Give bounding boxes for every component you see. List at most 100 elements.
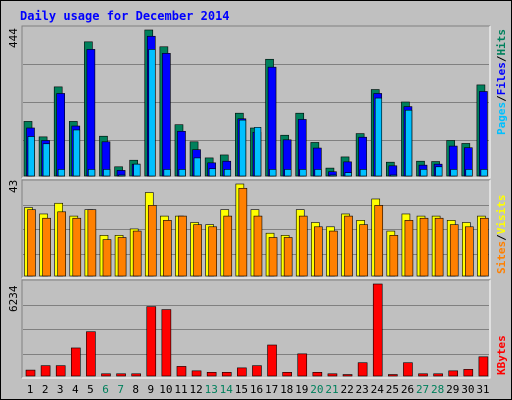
visits-bars <box>24 183 489 277</box>
bar-kbytes-day-8 <box>131 373 141 377</box>
x-tick-label: 16 <box>250 383 263 396</box>
bar-kbytes-day-20 <box>312 372 323 377</box>
bar-files-day-3 <box>56 93 65 177</box>
bar-sites-day-14 <box>223 215 233 277</box>
bar-pages-day-26 <box>405 109 413 177</box>
x-tick-label: 19 <box>295 383 308 396</box>
bar-kbytes-day-3 <box>55 365 66 377</box>
legend-visits: Visits <box>495 195 508 235</box>
bar-kbytes-day-19 <box>297 353 308 377</box>
x-tick-label: 10 <box>159 383 172 396</box>
bar-sites-day-11 <box>178 215 187 277</box>
bar-pages-day-4 <box>72 129 81 177</box>
bar-sites-day-21 <box>329 230 338 277</box>
x-tick-label: 7 <box>117 383 124 396</box>
x-tick-label: 15 <box>235 383 248 396</box>
hits-legend: Pages/Files/Hits <box>495 29 508 135</box>
bar-pages-day-19 <box>299 169 307 177</box>
bar-kbytes-day-9 <box>146 306 157 377</box>
bar-sites-day-6 <box>102 239 112 277</box>
bar-files-day-10 <box>162 53 171 177</box>
bar-kbytes-day-11 <box>176 366 187 377</box>
bar-sites-day-2 <box>42 217 51 277</box>
bar-kbytes-day-16 <box>252 365 262 377</box>
bar-pages-day-20 <box>314 169 322 177</box>
x-tick-label: 25 <box>386 383 399 396</box>
x-tick-label: 28 <box>431 383 444 396</box>
bar-pages-day-2 <box>42 143 50 177</box>
bar-sites-day-3 <box>57 211 66 277</box>
bar-kbytes-day-7 <box>116 373 126 377</box>
bar-kbytes-day-18 <box>282 372 292 377</box>
bar-kbytes-day-24 <box>372 283 383 377</box>
bar-pages-day-11 <box>178 169 186 177</box>
hits-bars <box>23 29 488 177</box>
bar-pages-day-3 <box>57 169 65 177</box>
bar-sites-day-22 <box>344 215 353 277</box>
bar-files-day-17 <box>267 66 277 177</box>
x-tick-label: 18 <box>280 383 293 396</box>
bar-kbytes-day-1 <box>25 369 36 377</box>
bar-kbytes-day-30 <box>463 369 474 377</box>
bar-kbytes-day-5 <box>86 331 96 377</box>
bar-pages-day-13 <box>208 168 216 177</box>
kbytes-ymax-label: 6234 <box>7 285 20 312</box>
x-tick-label: 11 <box>174 383 187 396</box>
x-tick-label: 12 <box>189 383 202 396</box>
bar-sites-day-16 <box>253 215 263 277</box>
x-tick-label: 26 <box>401 383 414 396</box>
kbytes-bars <box>25 283 489 377</box>
bar-sites-day-19 <box>298 215 308 277</box>
bar-pages-day-8 <box>133 163 141 177</box>
x-tick-label: 13 <box>205 383 218 396</box>
bar-pages-day-7 <box>118 174 126 177</box>
kbytes-legend: KBytes <box>495 335 508 375</box>
bar-sites-day-10 <box>163 220 172 277</box>
bar-pages-day-22 <box>344 172 352 177</box>
bar-sites-day-9 <box>147 205 157 277</box>
bar-kbytes-day-29 <box>448 370 459 377</box>
x-tick-label: 1 <box>27 383 34 396</box>
bar-sites-day-28 <box>434 217 444 277</box>
visits-panel <box>21 179 491 279</box>
bar-kbytes-day-27 <box>418 373 428 377</box>
legend-sep-1: / <box>495 95 508 102</box>
bar-files-day-25 <box>388 165 398 177</box>
bar-kbytes-day-14 <box>221 372 232 377</box>
legend-kbytes: KBytes <box>495 335 508 375</box>
x-tick-label: 31 <box>476 383 489 396</box>
bar-pages-day-6 <box>103 169 111 177</box>
bar-pages-day-17 <box>269 169 277 177</box>
legend-pages: Pages <box>495 102 508 135</box>
bar-kbytes-day-17 <box>267 344 277 377</box>
bar-kbytes-day-6 <box>101 373 111 377</box>
bar-pages-day-24 <box>374 97 383 177</box>
bar-sites-day-8 <box>132 230 142 277</box>
bar-sites-day-18 <box>283 237 293 277</box>
legend-hits: Hits <box>495 29 508 56</box>
bar-kbytes-day-31 <box>478 356 489 377</box>
bar-pages-day-9 <box>148 49 156 177</box>
x-tick-label: 8 <box>132 383 139 396</box>
bar-pages-day-28 <box>435 166 443 177</box>
bar-sites-day-23 <box>359 224 368 277</box>
bar-kbytes-day-13 <box>206 372 217 377</box>
bar-pages-day-21 <box>329 174 337 177</box>
visits-legend: Sites/Visits <box>495 195 508 275</box>
bar-kbytes-day-10 <box>161 309 172 377</box>
visits-ymax-label: 43 <box>7 180 20 193</box>
x-tick-label: 20 <box>310 383 323 396</box>
x-tick-label: 21 <box>325 383 338 396</box>
bar-sites-day-4 <box>72 217 82 277</box>
legend-files: Files <box>495 62 508 95</box>
x-tick-label: 27 <box>416 383 429 396</box>
bar-kbytes-day-25 <box>388 374 398 377</box>
bar-sites-day-30 <box>465 226 474 277</box>
bar-files-day-5 <box>86 49 96 177</box>
bar-sites-day-20 <box>314 226 323 277</box>
bar-pages-day-16 <box>254 127 262 177</box>
bar-files-day-19 <box>297 119 307 177</box>
legend-sep-3: / <box>495 234 508 241</box>
bar-sites-day-24 <box>374 205 384 277</box>
